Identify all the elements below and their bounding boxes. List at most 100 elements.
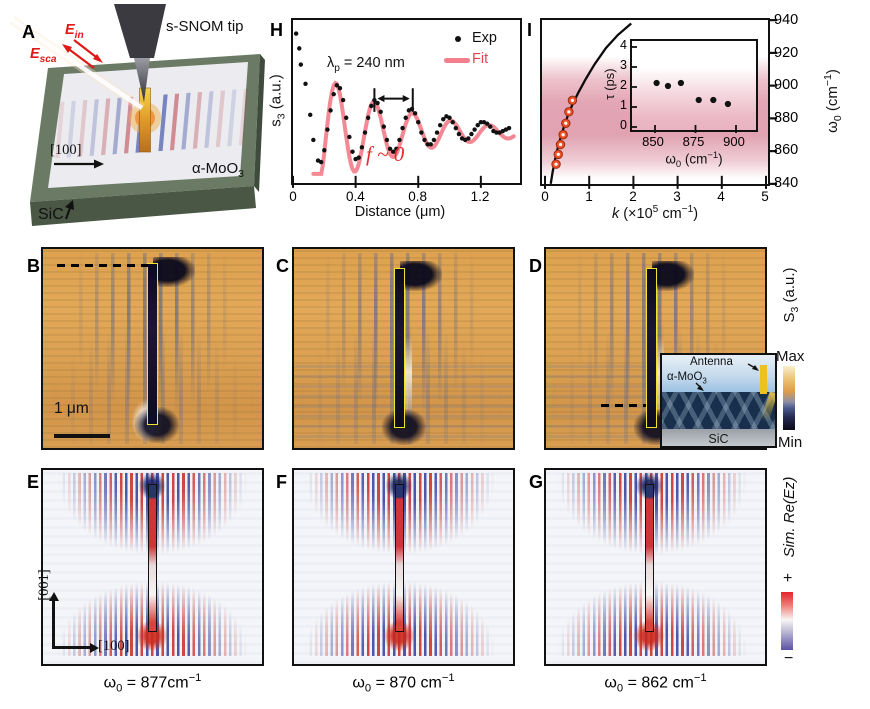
sic-cross-section: SiC xyxy=(662,429,775,446)
sic-pointer-arrowhead xyxy=(65,200,74,210)
tick-label: 3 xyxy=(673,189,681,204)
tick-label: 0.8 xyxy=(408,189,428,204)
sic-label: SiC xyxy=(38,206,64,223)
caption-f: ω0 = 870 cm−1 xyxy=(352,672,455,695)
tick-label: 0 xyxy=(289,189,297,204)
legend-fit-marker xyxy=(444,58,470,63)
nearfield-image-b xyxy=(41,247,264,450)
scale-bar-label: 1 μm xyxy=(54,400,89,417)
dispersion-ylabel-right: ω0 (cm−1) xyxy=(822,69,844,133)
profile-xlabel: Distance (μm) xyxy=(354,204,446,220)
linecut-dashed-line-d xyxy=(601,404,646,407)
antenna-outline xyxy=(646,268,657,428)
gold-antenna xyxy=(139,87,151,153)
panel-e-label: E xyxy=(27,472,40,492)
antenna-top-contrast xyxy=(400,261,442,291)
tick-label: 2 xyxy=(629,189,637,204)
scale-bar xyxy=(54,434,110,438)
inset-ylabel: τ (ps) xyxy=(602,68,617,100)
profile-plot-canvas xyxy=(291,31,516,188)
s3-colorbar-max: Max xyxy=(776,348,805,365)
snom-tip-label: s-SNOM tip xyxy=(166,18,244,35)
guided-ray-streaks xyxy=(662,392,775,429)
afm-tip-cone xyxy=(134,58,150,102)
s3-colorbar-min: Min xyxy=(778,434,803,451)
legend-exp-label: Exp xyxy=(472,30,497,46)
panel-a: A s-SNOM tip Ein Esca [100] α-MoO3 SiC xyxy=(8,4,266,230)
field-cross-section xyxy=(662,391,775,429)
dispersion-plot-canvas xyxy=(544,19,778,189)
tick-label: 900 xyxy=(774,77,799,94)
sim-colorbar-plus: + xyxy=(783,570,793,587)
legend-exp-marker xyxy=(455,36,461,42)
panel-c-label: C xyxy=(276,256,289,276)
sic-slab-front xyxy=(30,186,256,226)
tick-label: 840 xyxy=(774,175,799,191)
tick-label: 2 xyxy=(620,77,627,92)
tick-label: 900 xyxy=(723,134,745,149)
simulation-image-f xyxy=(292,468,515,666)
inset-moo3-label: α-MoO3 xyxy=(667,371,707,386)
dispersion-xlabel: k (×105 cm−1) xyxy=(611,204,699,222)
s3-colorbar-label: S3 (a.u.) xyxy=(781,267,801,323)
profile-ylabel: s3 (a.u.) xyxy=(267,74,288,127)
tick-label: 850 xyxy=(642,134,664,149)
e-sca-arrowhead xyxy=(62,44,72,53)
cross-section-inset: SiC Antenna α-MoO3 xyxy=(660,353,777,448)
panel-b-label: B xyxy=(27,256,40,276)
caption-g: ω0 = 862 cm−1 xyxy=(604,672,707,695)
e-in-arrowhead xyxy=(93,54,103,63)
crystal-axis-label: [100] xyxy=(50,142,82,158)
laser-beam xyxy=(10,18,144,110)
moo3-label: α-MoO3 xyxy=(192,160,245,180)
panel-d-label: D xyxy=(529,256,542,276)
panel-a-label: A xyxy=(22,22,35,42)
caption-e: ω0 = 877cm−1 xyxy=(103,672,202,695)
tick-label: 4 xyxy=(620,37,627,52)
sim-colorbar xyxy=(781,592,793,650)
crystal-axis-arrowhead xyxy=(94,159,104,169)
antenna-outline xyxy=(395,484,404,632)
simulation-image-e xyxy=(41,468,264,666)
sic-slab-side xyxy=(254,54,265,192)
inset-antenna-label: Antenna xyxy=(690,356,733,368)
afm-cantilever xyxy=(114,4,166,58)
panel-g-label: G xyxy=(529,472,544,492)
axis-001-arrowhead xyxy=(48,592,59,601)
snom-schematic-illustration xyxy=(9,4,265,226)
tick-label: 4 xyxy=(717,189,725,204)
axis-100-arrow xyxy=(52,646,90,649)
tick-label: 1 xyxy=(620,97,627,112)
inset-arrows xyxy=(695,363,759,391)
tick-label: 1.2 xyxy=(470,189,490,204)
antenna-outline xyxy=(148,484,157,632)
tick-label: 875 xyxy=(682,134,705,149)
sim-colorbar-minus: − xyxy=(784,650,794,667)
sim-colorbar-label: Sim. Re(Ez) xyxy=(781,476,798,558)
linecut-dashed-line-b xyxy=(57,264,148,267)
axis-100-arrowhead xyxy=(90,642,99,653)
panel-f-label: F xyxy=(276,472,287,492)
lifetime-inset-canvas xyxy=(632,46,737,133)
nearfield-image-c xyxy=(292,247,515,450)
e-sca-arrow xyxy=(65,46,95,69)
e-sca-label: Esca xyxy=(30,46,57,65)
e-in-label: Ein xyxy=(65,22,84,41)
inset-antenna-bar xyxy=(760,365,767,394)
tick-label: 880 xyxy=(774,109,799,126)
axis-001-label: [001] xyxy=(36,569,52,601)
inset-xlabel: ω0 (cm−1) xyxy=(665,150,723,171)
inset-sic-label: SiC xyxy=(708,432,729,446)
guided-ray-streaks-2 xyxy=(662,392,775,429)
moo3-cross-section xyxy=(662,355,775,392)
wavelength-annotation: λp = 240 nm xyxy=(327,55,405,74)
profile-plot xyxy=(291,18,522,188)
lifetime-inset-plot xyxy=(630,39,758,133)
antenna-outline xyxy=(645,484,654,632)
legend-fit-label: Fit xyxy=(472,51,489,67)
simulation-image-g xyxy=(544,468,767,666)
antenna-bright-edge xyxy=(405,337,412,425)
antenna-outline xyxy=(147,263,158,425)
tick-label: 3 xyxy=(620,57,627,72)
